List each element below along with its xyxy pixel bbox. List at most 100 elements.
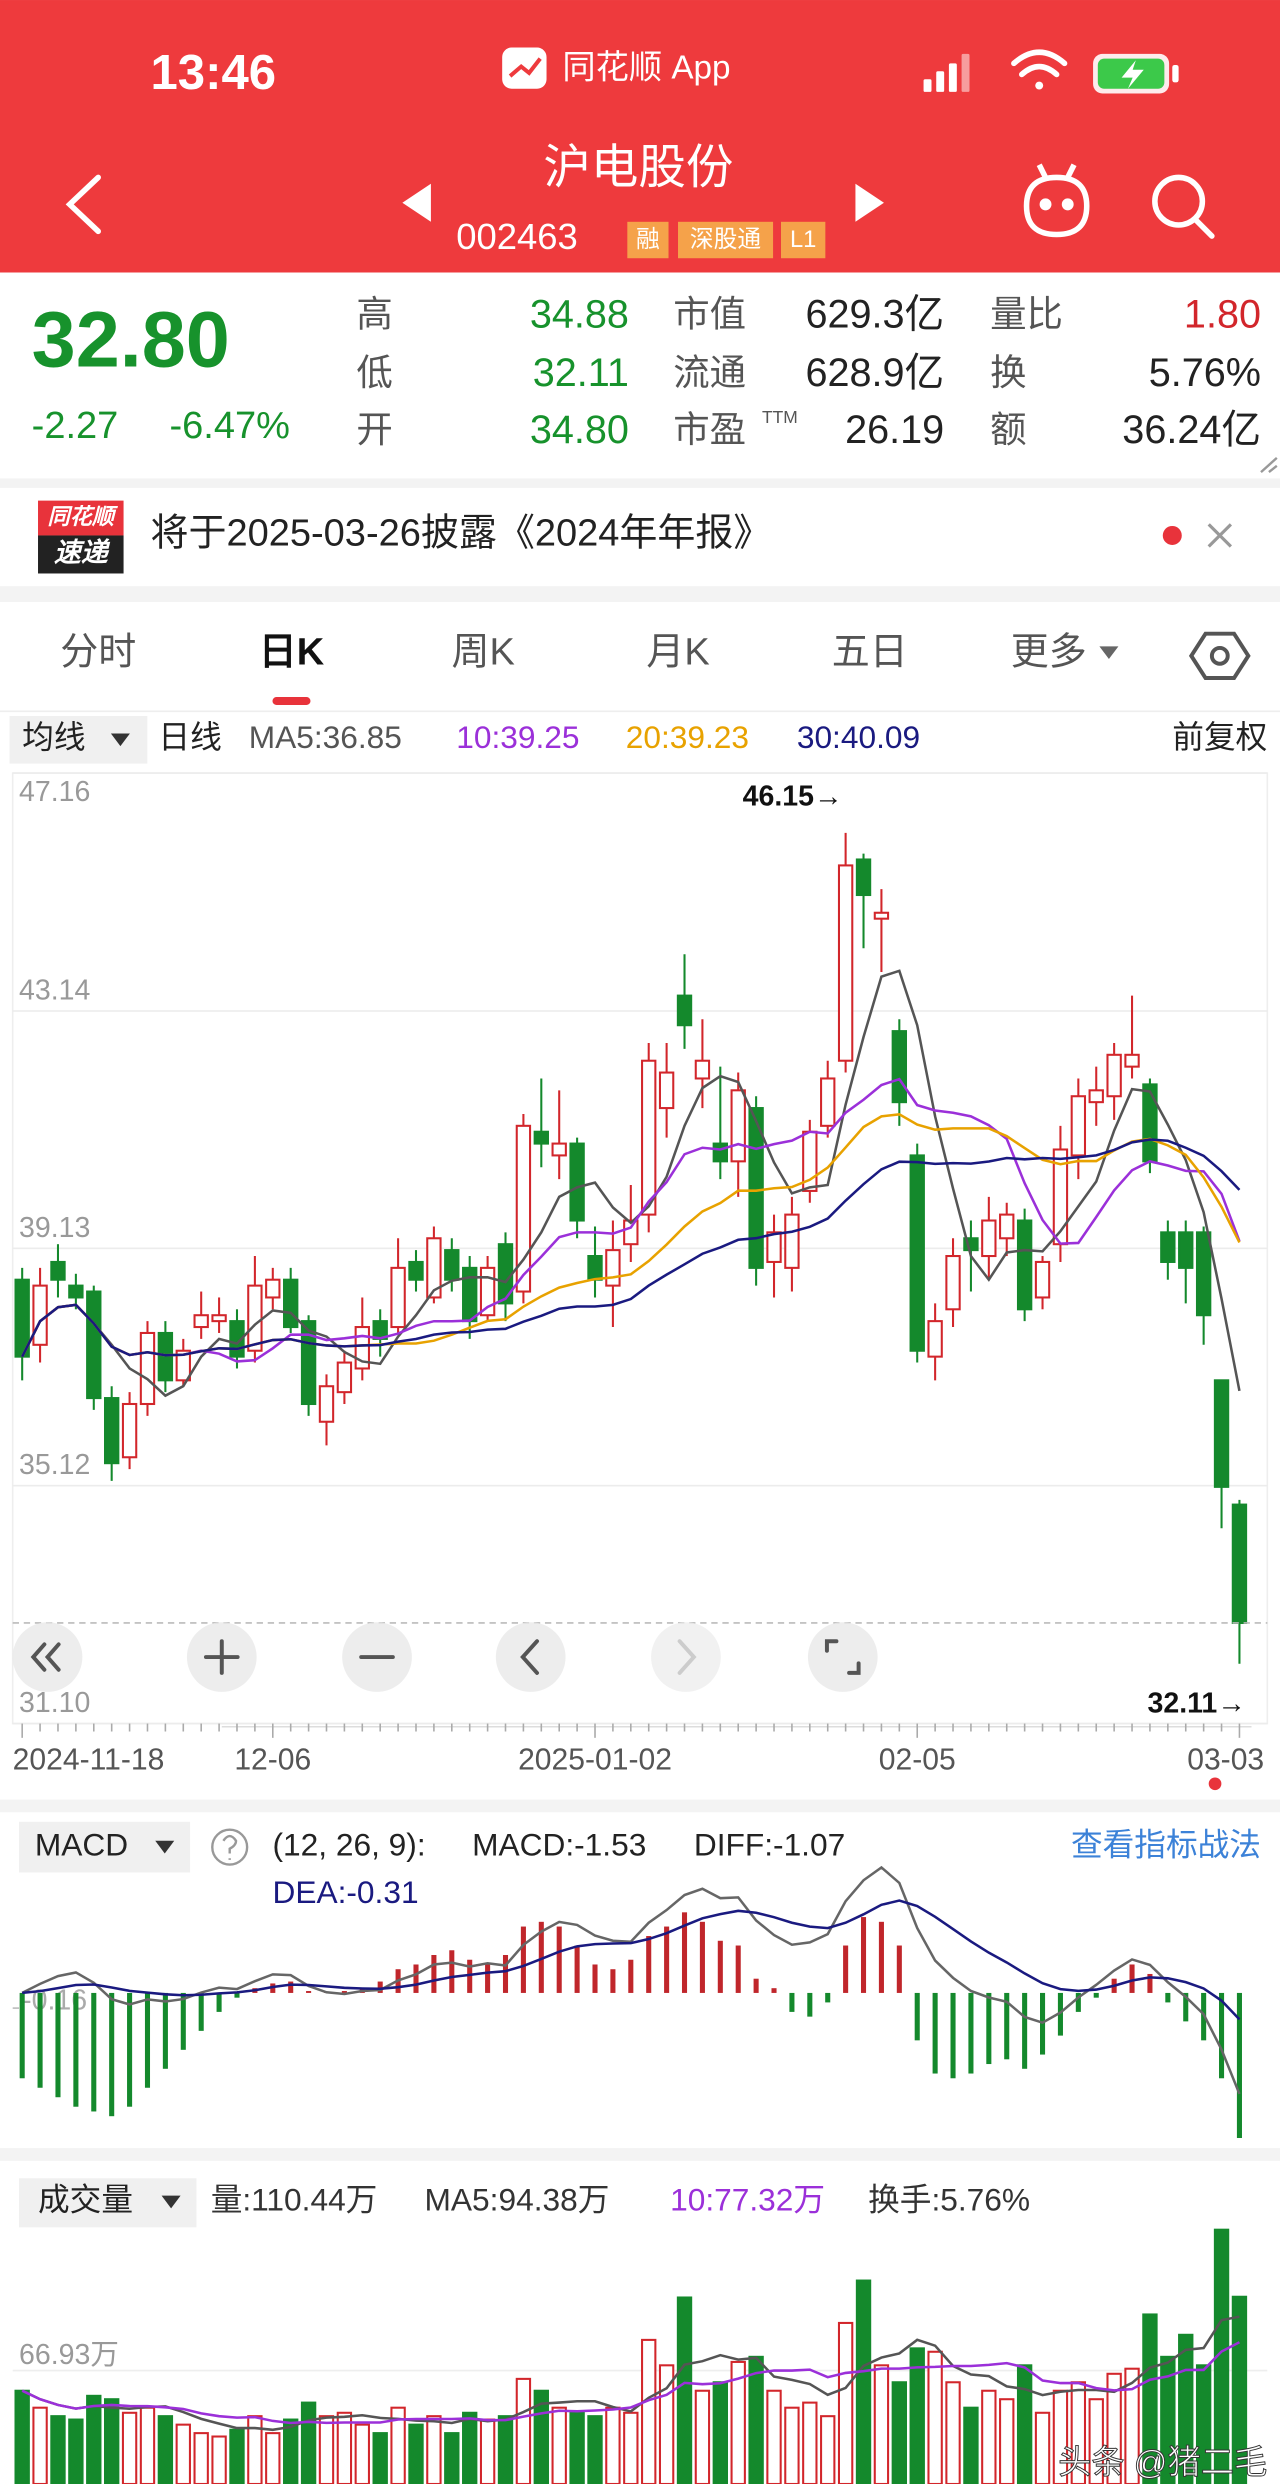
- tab[interactable]: 月K: [646, 631, 709, 673]
- tab[interactable]: 周K: [451, 631, 514, 673]
- candle-body: [623, 1219, 639, 1246]
- volume-bar: [766, 2389, 782, 2484]
- stat-label: 开: [356, 409, 392, 450]
- x-tick-label: 03-03: [1187, 1744, 1264, 1777]
- volume-bar: [1016, 2364, 1033, 2484]
- stock-code: 002463: [456, 216, 578, 257]
- robot-icon[interactable]: [1023, 163, 1090, 238]
- volume-bar: [694, 2389, 711, 2484]
- macd-bar: [431, 1955, 437, 1993]
- control-button[interactable]: [807, 1622, 878, 1692]
- stat-label: 市值: [673, 293, 746, 334]
- price-change-percent: -6.47%: [170, 405, 290, 447]
- volume-bar: [641, 2338, 657, 2484]
- settings-icon[interactable]: [1188, 631, 1251, 681]
- macd-bar: [771, 1988, 777, 1993]
- macd-selector[interactable]: MACD: [35, 1827, 128, 1863]
- tab[interactable]: 日K: [259, 631, 325, 673]
- indicator-selector[interactable]: 均线: [22, 719, 85, 755]
- selector-arrow: [161, 2195, 181, 2209]
- notice-text[interactable]: 将于2025-03-26披露《2024年年报》: [150, 513, 771, 555]
- macd-bar: [1165, 1992, 1171, 2003]
- price: 32.80: [32, 294, 230, 383]
- macd-bar: [216, 1992, 222, 2012]
- macd-bar: [878, 1921, 884, 1993]
- macd-bar: [538, 1921, 544, 1993]
- macd-bar: [735, 1945, 741, 1993]
- volume-bar: [551, 2406, 567, 2484]
- volume-bar: [86, 2394, 102, 2484]
- volume-bar: [14, 2389, 30, 2484]
- volume-chart: 量:110.44万 MA5:94.38万 10:77.32万 换手:5.76% 66.9…: [12, 2181, 1268, 2484]
- search-icon[interactable]: [1152, 174, 1215, 239]
- candle-body: [927, 1320, 943, 1358]
- macd-bar: [896, 1945, 902, 1993]
- adjust-label[interactable]: 前复权: [1172, 719, 1267, 755]
- volume-bar: [999, 2398, 1015, 2484]
- volume-bar: [515, 2377, 532, 2484]
- stat-value: 1.80: [1184, 292, 1261, 336]
- volume-bar: [963, 2406, 979, 2484]
- candle-body: [766, 1231, 782, 1263]
- next-stock[interactable]: [855, 183, 884, 222]
- volume-legend: 量:110.44万: [211, 2181, 378, 2217]
- candle-body: [712, 1142, 728, 1163]
- volume-bar: [784, 2406, 800, 2484]
- volume-bar: [712, 2381, 728, 2484]
- candle-body: [1213, 1379, 1230, 1488]
- notice-logo-top-bg: [38, 500, 124, 536]
- volume-bar: [462, 2411, 478, 2484]
- selector-bg[interactable]: [19, 2178, 197, 2228]
- candle-body: [121, 1402, 138, 1459]
- macd-bar: [1004, 1992, 1010, 2060]
- volume-bar: [837, 2321, 854, 2484]
- control-button[interactable]: [495, 1622, 566, 1692]
- prev-stock[interactable]: [402, 183, 431, 222]
- help-icon[interactable]: [211, 1828, 249, 1866]
- candle-body: [247, 1284, 263, 1352]
- volume-bar: [820, 2415, 836, 2484]
- macd-bar: [1093, 1992, 1099, 1998]
- macd-bar: [789, 1992, 795, 2012]
- control-button[interactable]: [651, 1622, 721, 1692]
- control-icon: [30, 1642, 61, 1672]
- macd-bar: [932, 1992, 938, 2074]
- volume-bar: [104, 2398, 120, 2484]
- candle-body: [1160, 1231, 1176, 1263]
- candle-body: [784, 1213, 800, 1269]
- macd-bar: [288, 1981, 294, 1993]
- back-button[interactable]: [65, 174, 101, 235]
- volume-bar: [175, 2423, 191, 2484]
- app-icon-glyph: [508, 57, 542, 78]
- macd-bar: [968, 1992, 974, 2074]
- ma-legend: 20:39.23: [626, 719, 749, 755]
- tag: L1: [790, 226, 816, 253]
- today-dot: [1208, 1777, 1222, 1791]
- stat-label: 额: [990, 409, 1026, 450]
- volume-bar: [981, 2389, 997, 2484]
- candle-body: [479, 1266, 496, 1317]
- tab[interactable]: 分时: [60, 631, 136, 673]
- tab-bar: 分时 日K 周K 月K 五日 更多: [60, 631, 1087, 705]
- volume-bar: [211, 2435, 227, 2484]
- candle-body: [1178, 1231, 1194, 1269]
- tab[interactable]: 五日: [832, 631, 908, 673]
- y-tick-label: 35.12: [19, 1449, 90, 1481]
- candle-body: [820, 1077, 836, 1127]
- candle-body: [909, 1154, 925, 1352]
- candle-body: [390, 1266, 406, 1329]
- tab[interactable]: 更多: [1011, 631, 1087, 673]
- macd-bar: [127, 1992, 133, 2107]
- macd-link[interactable]: 查看指标战法: [1071, 1827, 1261, 1863]
- candle-body: [157, 1331, 174, 1382]
- notice-close[interactable]: [1207, 523, 1233, 548]
- volume-bar: [497, 2415, 514, 2484]
- macd-legend: DIFF:-1.07: [694, 1827, 845, 1863]
- volume-ma-line: [21, 2341, 1241, 2425]
- candle-body: [1034, 1260, 1051, 1299]
- volume-bar: [605, 2406, 621, 2484]
- volume-selector[interactable]: 成交量: [38, 2181, 133, 2217]
- macd-bar: [1236, 1992, 1242, 2139]
